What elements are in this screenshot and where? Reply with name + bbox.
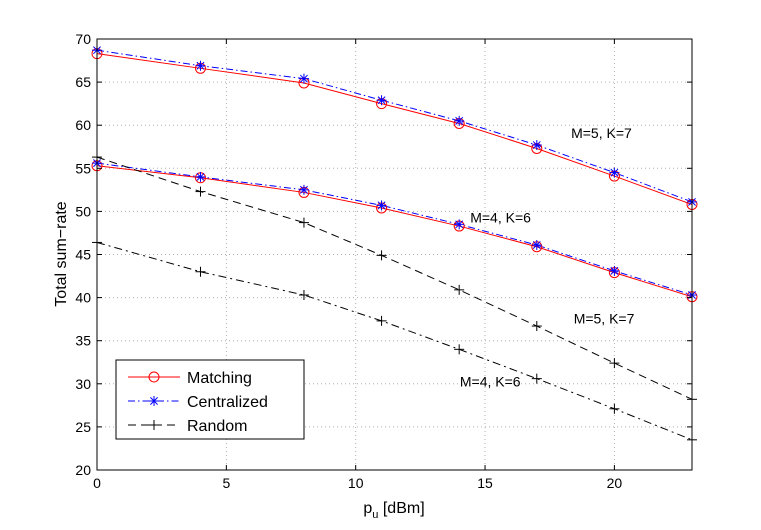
y-tick-label: 65 <box>75 74 91 90</box>
data-point-random_dashdot-6 <box>609 403 620 414</box>
x-tick-label: 0 <box>93 475 101 491</box>
x-tick-label: 15 <box>477 475 493 491</box>
y-tick-label: 45 <box>75 247 91 263</box>
series-line-1 <box>97 53 692 205</box>
x-axis-title-main: p <box>363 500 372 517</box>
data-point-random_dashdot-6 <box>195 266 206 277</box>
data-point-centralized-4 <box>298 184 309 195</box>
data-point-random_dashed-5 <box>376 250 387 261</box>
legend-marker-centralized <box>149 396 159 406</box>
data-point-random_dashed-5 <box>454 284 465 295</box>
series-line-2 <box>97 49 692 203</box>
series-layer <box>97 49 692 441</box>
x-tick-label: 10 <box>348 475 364 491</box>
y-tick-label: 30 <box>75 376 91 392</box>
y-tick-label: 55 <box>75 160 91 176</box>
legend-label-centralized: Centralized <box>187 394 268 411</box>
data-point-centralized-4 <box>376 200 387 211</box>
data-point-centralized-2 <box>454 115 465 126</box>
legend-marker-matching <box>148 371 160 383</box>
x-tick-label: 5 <box>222 475 230 491</box>
data-point-random_dashdot-6 <box>376 315 387 326</box>
x-axis-title-unit: [dBm] <box>383 500 425 517</box>
data-point-centralized-4 <box>531 240 542 251</box>
axis-ticks: 0 5 10 15 20 20 25 30 35 40 45 50 55 60 65 70 <box>75 31 692 491</box>
legend-box <box>115 359 305 440</box>
data-point-centralized-2 <box>609 167 620 178</box>
y-tick-label: 20 <box>75 462 91 478</box>
legend: Matching Centralized Random <box>115 359 305 440</box>
y-tick-label: 25 <box>75 419 91 435</box>
y-axis-title: Total sum−rate <box>53 201 70 306</box>
y-tick-label: 40 <box>75 290 91 306</box>
data-point-centralized-2 <box>376 95 387 106</box>
annotation-label: M=5, K=7 <box>571 125 632 141</box>
x-axis-title: pu [dBm] <box>363 500 424 521</box>
series-line-4 <box>97 162 692 296</box>
series-line-6 <box>97 241 692 441</box>
series-line-3 <box>97 165 692 298</box>
annotations: M=5, K=7 M=4, K=6 M=5, K=7 M=4, K=6 <box>460 125 635 389</box>
data-point-random_dashed-5 <box>298 217 309 228</box>
data-point-centralized-2 <box>531 140 542 151</box>
legend-label-random: Random <box>187 418 247 435</box>
annotation-label: M=4, K=6 <box>470 210 531 226</box>
data-point-random_dashed-5 <box>195 186 206 197</box>
legend-label-matching: Matching <box>187 370 252 387</box>
series-line-5 <box>97 156 692 400</box>
x-tick-label: 20 <box>607 475 623 491</box>
y-tick-label: 70 <box>75 31 91 47</box>
data-point-centralized-4 <box>195 171 206 182</box>
y-tick-label: 50 <box>75 203 91 219</box>
legend-marker-random <box>149 420 159 430</box>
x-axis-title-subscript: u <box>372 509 378 521</box>
data-point-random_dashed-5 <box>609 358 620 369</box>
y-tick-label: 60 <box>75 117 91 133</box>
data-point-random_dashdot-6 <box>298 290 309 301</box>
data-point-random_dashdot-6 <box>531 373 542 384</box>
data-point-centralized-4 <box>609 265 620 276</box>
data-point-random_dashdot-6 <box>454 344 465 355</box>
annotation-label: M=5, K=7 <box>574 310 635 326</box>
annotation-label: M=4, K=6 <box>460 373 521 389</box>
data-point-centralized-2 <box>298 73 309 84</box>
y-tick-label: 35 <box>75 333 91 349</box>
data-point-centralized-2 <box>195 60 206 71</box>
data-point-centralized-4 <box>454 219 465 230</box>
data-point-random_dashed-5 <box>531 321 542 332</box>
